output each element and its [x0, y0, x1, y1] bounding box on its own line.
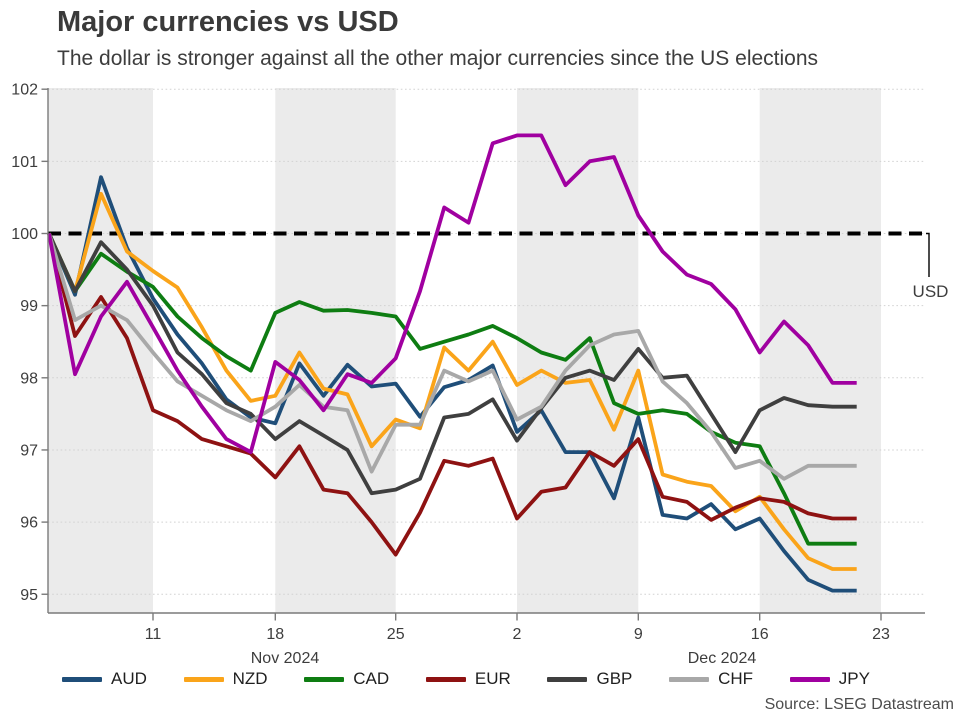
chart-subtitle: The dollar is stronger against all the o…	[57, 47, 819, 70]
x-tick-label-Dec 2: 2	[513, 626, 522, 643]
series-line-AUD	[47, 175, 857, 593]
legend-label-GBP: GBP	[596, 669, 633, 688]
chart-legend: AUD NZD CAD EUR GBP CHF JPY	[62, 669, 870, 689]
legend-swatch-GBP	[547, 676, 588, 682]
legend-item-JPY: JPY	[789, 669, 870, 689]
series-line-JPY	[47, 133, 857, 455]
legend-swatch-EUR	[425, 676, 466, 682]
y-tick-label-100: 100	[11, 226, 38, 243]
x-tick-label-Dec 16: 16	[751, 626, 769, 643]
legend-item-CAD: CAD	[304, 669, 389, 689]
legend-label-NZD: NZD	[232, 669, 268, 688]
month-label-Nov 2024: Nov 2024	[251, 650, 320, 667]
legend-item-EUR: EUR	[425, 669, 511, 689]
legend-item-GBP: GBP	[547, 669, 632, 689]
legend-label-JPY: JPY	[838, 669, 870, 688]
y-tick-label-99: 99	[20, 298, 38, 315]
week-shading-band-3	[759, 88, 881, 613]
y-tick-label-98: 98	[20, 370, 38, 387]
legend-item-NZD: NZD	[183, 669, 268, 689]
x-tick-label-Nov 25: 25	[387, 626, 405, 643]
series-line-GBP	[47, 232, 857, 496]
legend-label-AUD: AUD	[111, 669, 147, 688]
series-line-EUR	[47, 233, 857, 557]
legend-label-CHF: CHF	[718, 669, 754, 688]
legend-label-EUR: EUR	[474, 669, 511, 688]
usd-baseline-label: USD	[913, 282, 949, 301]
legend-item-AUD: AUD	[62, 669, 147, 689]
legend-swatch-JPY	[789, 676, 830, 682]
y-tick-label-102: 102	[11, 82, 38, 99]
legend-swatch-NZD	[183, 676, 224, 682]
usd-leader-line	[926, 232, 930, 277]
y-tick-label-96: 96	[20, 515, 38, 532]
x-tick-label-Dec 23: 23	[872, 626, 890, 643]
x-tick-label-Nov 18: 18	[266, 626, 284, 643]
page-title: Major currencies vs USD	[57, 6, 399, 38]
series-line-CAD	[47, 232, 857, 546]
legend-swatch-AUD	[62, 676, 102, 682]
legend-swatch-CAD	[304, 676, 345, 682]
x-tick-label-Dec 9: 9	[634, 626, 643, 643]
legend-label-CAD: CAD	[353, 669, 390, 688]
y-tick-label-97: 97	[20, 442, 38, 459]
legend-item-CHF: CHF	[669, 669, 753, 689]
week-shading-band-0	[48, 88, 153, 613]
series-line-NZD	[47, 191, 857, 571]
y-tick-label-101: 101	[11, 154, 38, 171]
week-shading-band-1	[275, 88, 396, 613]
source-note: Source: LSEG Datastream	[764, 696, 954, 713]
legend-swatch-CHF	[669, 676, 710, 682]
y-tick-label-95: 95	[20, 587, 38, 604]
x-tick-label-Nov 11: 11	[145, 626, 162, 643]
month-label-Dec 2024: Dec 2024	[688, 650, 757, 667]
